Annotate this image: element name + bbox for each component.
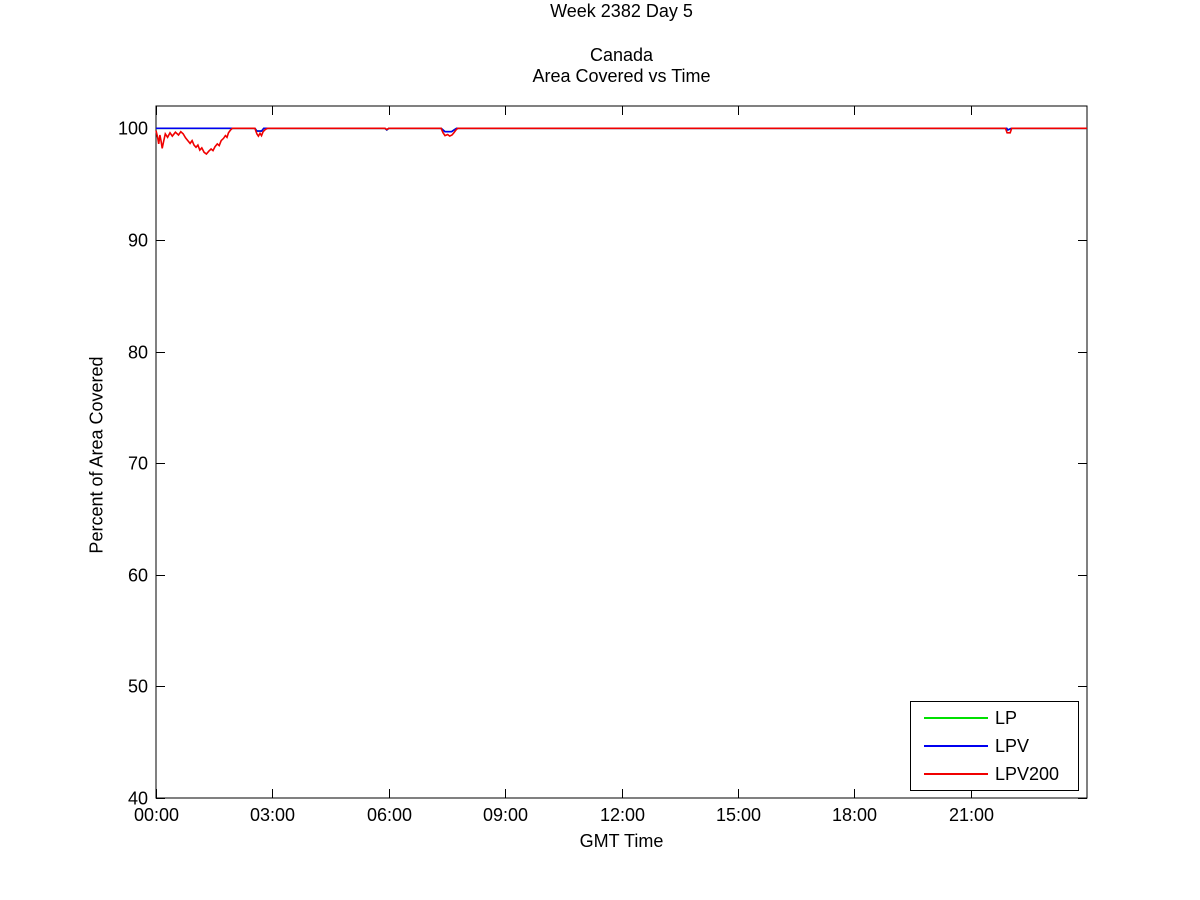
series-line-lpv200: [155, 127, 1087, 156]
legend-entry-lpv: LPV: [911, 734, 1078, 758]
x-tick-label: 12:00: [600, 805, 645, 825]
legend-label-lpv200: LPV200: [995, 764, 1060, 784]
x-tick-label: 00:00: [134, 805, 179, 825]
chart-subtitle: Canada Area Covered vs Time: [156, 45, 1087, 87]
x-tick-label: 09:00: [483, 805, 528, 825]
y-tick-label: 60: [128, 566, 148, 586]
legend-line-sample-lpv200: [924, 773, 988, 775]
x-axis-label: GMT Time: [579, 831, 664, 851]
chart-subtitle-region: Canada: [589, 45, 654, 65]
x-tick-label: 18:00: [832, 805, 877, 825]
y-tick-label: 50: [128, 677, 148, 697]
x-tick-label: 06:00: [367, 805, 412, 825]
x-tick-label: 03:00: [250, 805, 295, 825]
legend-entry-lpv200: LPV200: [911, 762, 1078, 786]
y-tick-label: 70: [128, 454, 148, 474]
legend-line-sample-lpv: [924, 745, 988, 747]
chart-subtitle-measure: Area Covered vs Time: [532, 66, 711, 86]
x-tick-label: 15:00: [716, 805, 761, 825]
legend-entry-lp: LP: [911, 706, 1078, 730]
y-tick-label: 40: [128, 789, 148, 809]
page-title: Week 2382 Day 5: [550, 1, 693, 21]
y-tick-label: 100: [118, 119, 148, 139]
legend-line-sample-lp: [924, 717, 988, 719]
x-tick-label: 21:00: [949, 805, 994, 825]
y-tick-label: 90: [128, 231, 148, 251]
y-tick-label: 80: [128, 343, 148, 363]
legend-label-lpv: LPV: [995, 736, 1030, 756]
legend-label-lp: LP: [995, 708, 1018, 728]
axes-box: [155, 105, 1088, 799]
legend: LP LPV LPV200: [910, 701, 1079, 791]
